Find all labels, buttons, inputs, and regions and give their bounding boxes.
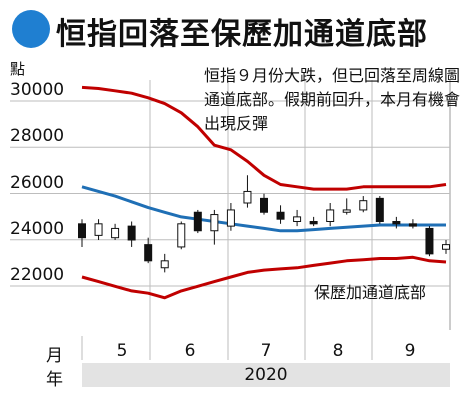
candle-body-up <box>177 223 186 248</box>
month-label: 8 <box>332 341 344 361</box>
candle-body-up <box>243 190 252 204</box>
month-label: 6 <box>184 341 196 361</box>
month-label: 7 <box>260 341 272 361</box>
candle-body-down <box>78 223 86 239</box>
candlestick <box>94 219 103 240</box>
candlestick <box>293 209 302 227</box>
candlestick <box>210 209 219 245</box>
candle-body-down <box>425 227 434 255</box>
candle-body-down <box>392 221 401 225</box>
candle-body-down <box>375 197 384 222</box>
candle-body-down <box>193 211 202 232</box>
candlestick <box>342 198 351 215</box>
candle-body-up <box>226 209 235 227</box>
candle-body-up <box>293 216 302 222</box>
chart-title: 恒指回落至保歷加通道底部 <box>56 17 428 52</box>
candlestick <box>144 237 153 264</box>
middle-band-line <box>81 185 446 233</box>
candle-body-down <box>144 244 153 262</box>
candle-body-up <box>359 200 368 211</box>
year-band: 2020 <box>82 363 450 387</box>
candlestick <box>243 175 252 208</box>
year-row-label: 年 <box>46 370 63 390</box>
candlestick <box>111 223 120 240</box>
candlestick <box>193 209 202 234</box>
candle-body-down <box>127 225 136 241</box>
candle-body-up <box>210 214 219 232</box>
title-bullet-icon <box>12 10 50 48</box>
candlestick <box>359 196 368 213</box>
month-label: 9 <box>404 341 416 361</box>
candlestick <box>392 216 401 229</box>
candlestick <box>226 203 235 231</box>
candle-body-up <box>442 244 450 250</box>
candlestick <box>375 196 384 224</box>
candle-body-up <box>326 209 335 222</box>
candle-body-up <box>160 260 169 269</box>
candlestick <box>425 226 434 257</box>
candlestick <box>127 221 136 247</box>
candle-body-up <box>94 223 103 236</box>
year-label: 2020 <box>244 365 288 385</box>
candlestick <box>177 221 186 250</box>
candlestick <box>326 203 335 227</box>
candle-body-up <box>111 227 120 239</box>
y-tick-label: 22000 <box>10 265 65 285</box>
candle-body-up <box>342 209 351 213</box>
candle-body-down <box>276 211 285 220</box>
month-label: 5 <box>116 341 128 361</box>
candlestick <box>78 219 86 247</box>
candlestick <box>442 240 450 254</box>
candlestick <box>160 253 169 273</box>
candlestick <box>309 216 318 227</box>
month-row-label: 月 <box>46 346 63 366</box>
y-axis-unit-label: 點 <box>10 60 26 78</box>
candle-body-down <box>408 223 417 227</box>
y-tick-label: 24000 <box>10 218 65 239</box>
lower-band-line <box>81 255 447 300</box>
candle-body-down <box>309 221 318 225</box>
candle-body-down <box>260 197 268 213</box>
candlestick <box>408 219 417 229</box>
upper-band-line <box>81 85 447 191</box>
y-tick-label: 26000 <box>10 172 65 193</box>
y-tick-label: 28000 <box>10 126 65 147</box>
title-bar: 恒指回落至保歷加通道底部 <box>0 0 475 58</box>
lower-band-label: 保歷加通道底部 <box>314 283 427 302</box>
candlestick <box>260 193 268 215</box>
y-tick-label: 30000 <box>10 80 65 100</box>
candlestick <box>276 205 285 224</box>
chart-annotation: 恒指９月份大跌，但已回落至周線圖通道底部。假期前回升，本月有機會出現反彈 <box>204 66 461 133</box>
